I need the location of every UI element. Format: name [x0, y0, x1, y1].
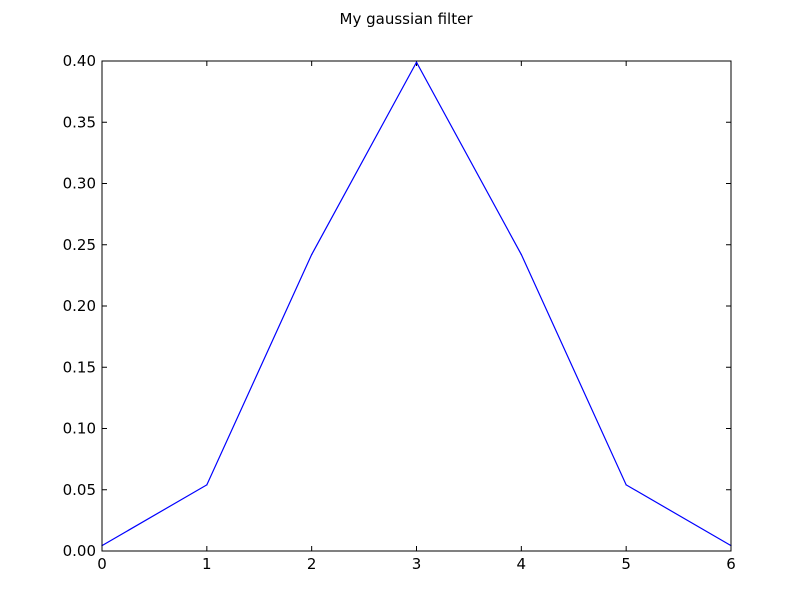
plot-frame	[101, 60, 732, 552]
x-tick-label: 0	[97, 555, 107, 573]
data-point	[520, 253, 522, 256]
x-tick-label: 5	[621, 555, 631, 573]
x-tick-label: 4	[517, 555, 527, 573]
y-tick-label: 0.15	[63, 358, 96, 376]
x-tick-label: 6	[726, 555, 736, 573]
y-tick-label: 0.25	[63, 236, 96, 254]
x-tick-label: 1	[202, 555, 212, 573]
series-line	[101, 60, 732, 547]
y-tick-label: 0.40	[63, 52, 96, 70]
x-tick-label: 2	[307, 555, 317, 573]
chart-title: My gaussian filter	[340, 10, 474, 28]
y-tick-label: 0.05	[63, 481, 96, 499]
data-point	[311, 253, 313, 256]
ticks-layer: 0 1 2 3 4 5 6 0.00 0.05 0.10 0.15 0.20 0.25 0.30 0.35 0…	[63, 52, 736, 573]
series-layer	[101, 60, 732, 547]
y-tick-label: 0.00	[63, 542, 96, 560]
x-tick-label: 3	[412, 555, 422, 573]
y-tick-label: 0.20	[63, 297, 96, 315]
y-tick-label: 0.30	[63, 175, 96, 193]
data-point	[625, 484, 627, 486]
y-tick-label: 0.35	[63, 113, 96, 131]
data-point	[415, 61, 418, 63]
y-tick-label: 0.10	[63, 420, 96, 438]
data-point	[206, 484, 208, 486]
